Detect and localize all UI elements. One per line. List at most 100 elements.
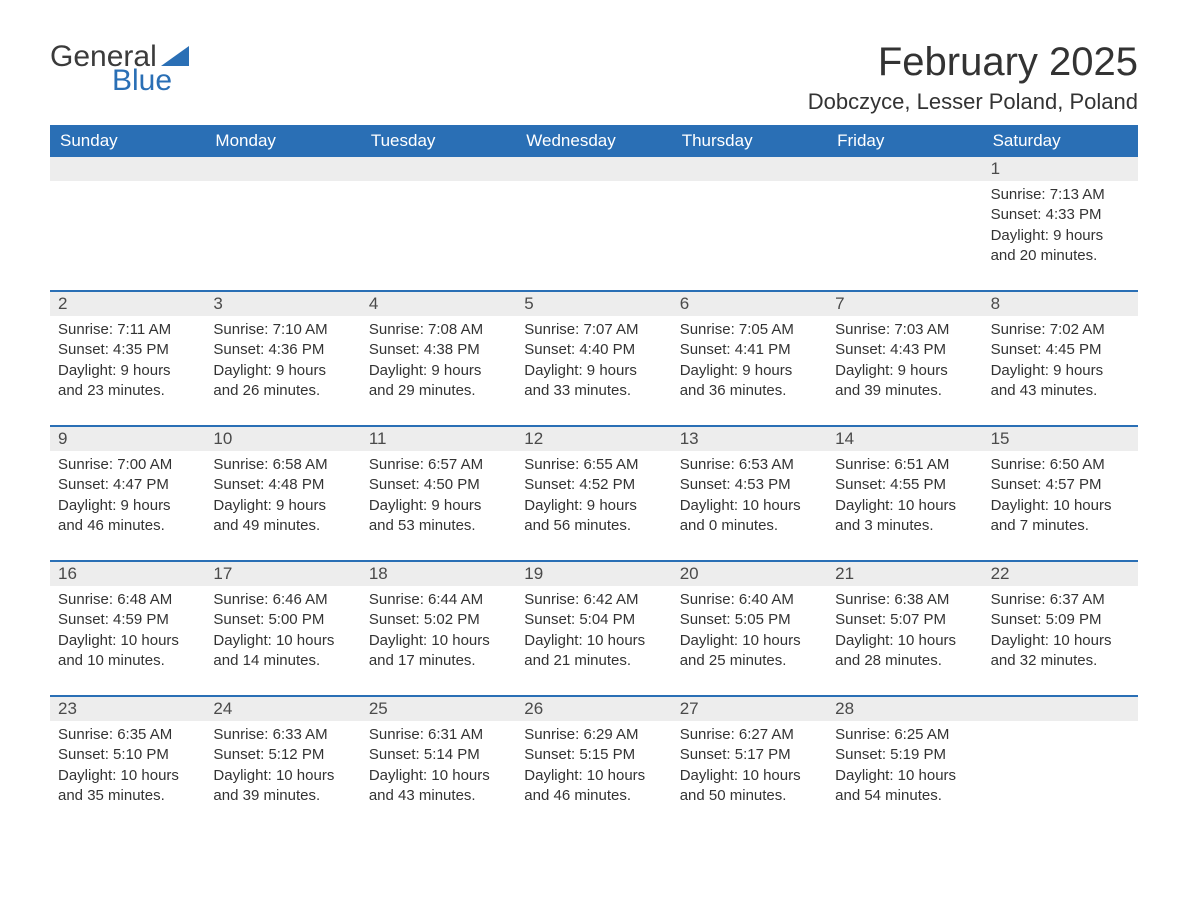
sunset: Sunset: 4:55 PM xyxy=(835,475,974,495)
day-number: 26 xyxy=(516,697,671,721)
daylight-line1: Daylight: 10 hours xyxy=(524,631,663,651)
day-cell: Sunrise: 6:44 AMSunset: 5:02 PMDaylight:… xyxy=(361,586,516,677)
brand-logo: General Blue xyxy=(50,40,189,98)
sunset: Sunset: 5:15 PM xyxy=(524,745,663,765)
day-cell: Sunrise: 6:42 AMSunset: 5:04 PMDaylight:… xyxy=(516,586,671,677)
day-cell: Sunrise: 7:11 AMSunset: 4:35 PMDaylight:… xyxy=(50,316,205,407)
sunset: Sunset: 4:47 PM xyxy=(58,475,197,495)
title-block: February 2025 Dobczyce, Lesser Poland, P… xyxy=(808,40,1138,115)
day-cell: Sunrise: 6:29 AMSunset: 5:15 PMDaylight:… xyxy=(516,721,671,812)
sunset: Sunset: 4:50 PM xyxy=(369,475,508,495)
sunset: Sunset: 5:00 PM xyxy=(213,610,352,630)
daylight-line2: and 17 minutes. xyxy=(369,651,508,671)
day-cell: Sunrise: 7:13 AMSunset: 4:33 PMDaylight:… xyxy=(983,181,1138,272)
day-number: 27 xyxy=(672,697,827,721)
sunset: Sunset: 4:38 PM xyxy=(369,340,508,360)
sunrise: Sunrise: 6:51 AM xyxy=(835,455,974,475)
daylight-line2: and 25 minutes. xyxy=(680,651,819,671)
daylight-line1: Daylight: 9 hours xyxy=(991,226,1130,246)
daylight-line1: Daylight: 10 hours xyxy=(991,631,1130,651)
day-cell: Sunrise: 7:03 AMSunset: 4:43 PMDaylight:… xyxy=(827,316,982,407)
sunset: Sunset: 4:45 PM xyxy=(991,340,1130,360)
sunrise: Sunrise: 7:03 AM xyxy=(835,320,974,340)
sunrise: Sunrise: 7:02 AM xyxy=(991,320,1130,340)
daynum-band: 2345678 xyxy=(50,292,1138,316)
sunrise: Sunrise: 6:40 AM xyxy=(680,590,819,610)
day-cell: Sunrise: 6:53 AMSunset: 4:53 PMDaylight:… xyxy=(672,451,827,542)
daylight-line2: and 53 minutes. xyxy=(369,516,508,536)
daylight-line2: and 46 minutes. xyxy=(524,786,663,806)
day-cell xyxy=(827,181,982,272)
sunset: Sunset: 4:33 PM xyxy=(991,205,1130,225)
daylight-line1: Daylight: 10 hours xyxy=(680,496,819,516)
sunrise: Sunrise: 6:55 AM xyxy=(524,455,663,475)
daylight-line2: and 50 minutes. xyxy=(680,786,819,806)
sunrise: Sunrise: 6:33 AM xyxy=(213,725,352,745)
daynum-band: 16171819202122 xyxy=(50,562,1138,586)
dow-header-row: Sunday Monday Tuesday Wednesday Thursday… xyxy=(50,125,1138,157)
day-number xyxy=(361,157,516,181)
day-cell: Sunrise: 6:25 AMSunset: 5:19 PMDaylight:… xyxy=(827,721,982,812)
day-number: 1 xyxy=(983,157,1138,181)
day-cell xyxy=(50,181,205,272)
day-number: 21 xyxy=(827,562,982,586)
daylight-line2: and 43 minutes. xyxy=(991,381,1130,401)
sunset: Sunset: 4:48 PM xyxy=(213,475,352,495)
day-cell xyxy=(205,181,360,272)
sunset: Sunset: 4:53 PM xyxy=(680,475,819,495)
daylight-line1: Daylight: 9 hours xyxy=(835,361,974,381)
daylight-line1: Daylight: 9 hours xyxy=(213,361,352,381)
day-cell: Sunrise: 7:07 AMSunset: 4:40 PMDaylight:… xyxy=(516,316,671,407)
daylight-line2: and 33 minutes. xyxy=(524,381,663,401)
daylight-line1: Daylight: 9 hours xyxy=(991,361,1130,381)
daylight-line2: and 56 minutes. xyxy=(524,516,663,536)
daylight-line2: and 10 minutes. xyxy=(58,651,197,671)
brand-blue: Blue xyxy=(112,64,189,98)
daylight-line2: and 0 minutes. xyxy=(680,516,819,536)
day-cell: Sunrise: 7:02 AMSunset: 4:45 PMDaylight:… xyxy=(983,316,1138,407)
sunset: Sunset: 4:35 PM xyxy=(58,340,197,360)
sunrise: Sunrise: 6:44 AM xyxy=(369,590,508,610)
sunrise: Sunrise: 6:27 AM xyxy=(680,725,819,745)
sunrise: Sunrise: 6:29 AM xyxy=(524,725,663,745)
daylight-line1: Daylight: 9 hours xyxy=(369,496,508,516)
day-number: 16 xyxy=(50,562,205,586)
day-number: 13 xyxy=(672,427,827,451)
day-number: 25 xyxy=(361,697,516,721)
sunset: Sunset: 5:12 PM xyxy=(213,745,352,765)
sunrise: Sunrise: 7:11 AM xyxy=(58,320,197,340)
sunrise: Sunrise: 6:35 AM xyxy=(58,725,197,745)
sunrise: Sunrise: 6:50 AM xyxy=(991,455,1130,475)
daylight-line1: Daylight: 10 hours xyxy=(680,631,819,651)
day-cell xyxy=(983,721,1138,812)
sunrise: Sunrise: 7:00 AM xyxy=(58,455,197,475)
day-cell xyxy=(672,181,827,272)
day-number: 4 xyxy=(361,292,516,316)
daylight-line2: and 28 minutes. xyxy=(835,651,974,671)
sunset: Sunset: 4:52 PM xyxy=(524,475,663,495)
day-number: 20 xyxy=(672,562,827,586)
daylight-line2: and 3 minutes. xyxy=(835,516,974,536)
day-cell: Sunrise: 6:33 AMSunset: 5:12 PMDaylight:… xyxy=(205,721,360,812)
day-cell: Sunrise: 7:08 AMSunset: 4:38 PMDaylight:… xyxy=(361,316,516,407)
day-number: 15 xyxy=(983,427,1138,451)
daylight-line2: and 43 minutes. xyxy=(369,786,508,806)
day-cell: Sunrise: 6:37 AMSunset: 5:09 PMDaylight:… xyxy=(983,586,1138,677)
sunset: Sunset: 5:19 PM xyxy=(835,745,974,765)
sunrise: Sunrise: 7:10 AM xyxy=(213,320,352,340)
sunrise: Sunrise: 7:05 AM xyxy=(680,320,819,340)
day-number: 9 xyxy=(50,427,205,451)
day-cell: Sunrise: 7:10 AMSunset: 4:36 PMDaylight:… xyxy=(205,316,360,407)
day-cell: Sunrise: 6:57 AMSunset: 4:50 PMDaylight:… xyxy=(361,451,516,542)
daynum-band: 232425262728 xyxy=(50,697,1138,721)
daylight-line2: and 29 minutes. xyxy=(369,381,508,401)
sunrise: Sunrise: 6:48 AM xyxy=(58,590,197,610)
daylight-line2: and 39 minutes. xyxy=(213,786,352,806)
daylight-line1: Daylight: 10 hours xyxy=(835,631,974,651)
day-number: 7 xyxy=(827,292,982,316)
day-number: 3 xyxy=(205,292,360,316)
day-cell: Sunrise: 6:40 AMSunset: 5:05 PMDaylight:… xyxy=(672,586,827,677)
daylight-line1: Daylight: 10 hours xyxy=(680,766,819,786)
day-cell: Sunrise: 7:00 AMSunset: 4:47 PMDaylight:… xyxy=(50,451,205,542)
daylight-line2: and 46 minutes. xyxy=(58,516,197,536)
